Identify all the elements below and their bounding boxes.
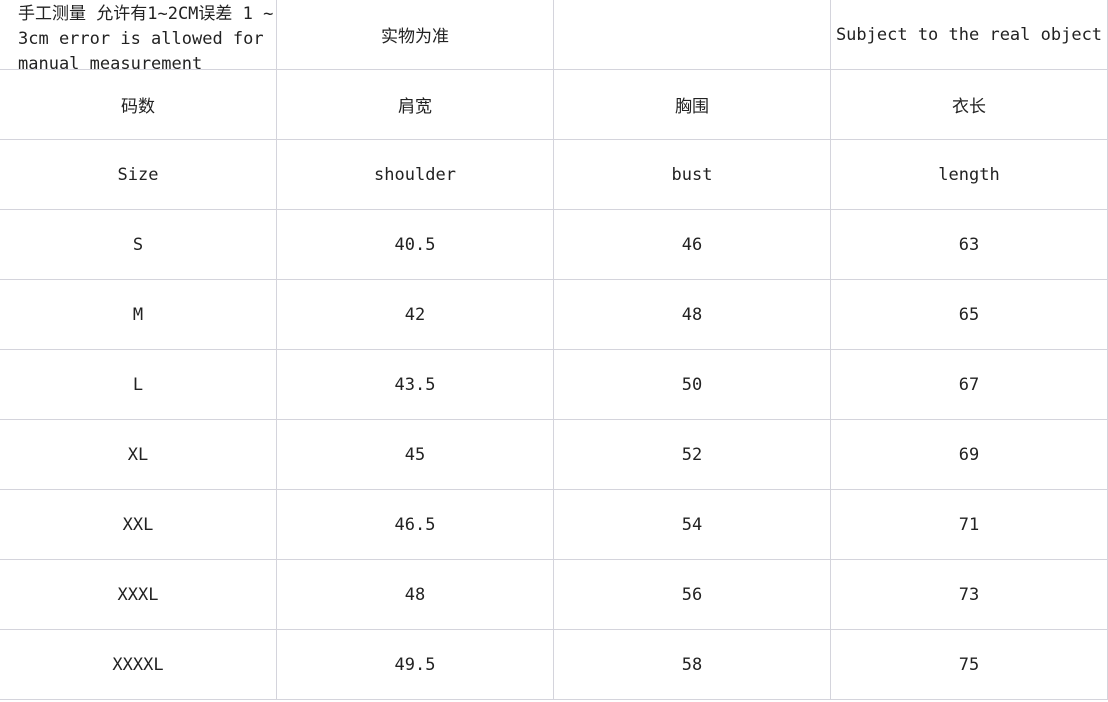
cell-text: 69 [958, 444, 980, 465]
cell-text: 43.5 [394, 374, 436, 395]
table-cell: 49.5 [277, 630, 554, 700]
cell-text: XXXXL [112, 654, 164, 675]
cell-text: 42 [404, 304, 426, 325]
table-cell: bust [554, 140, 831, 210]
cell-text: 73 [958, 584, 980, 605]
header-text: shoulder [374, 164, 456, 185]
table-cell: 63 [831, 210, 1108, 280]
table-cell: XXXXL [0, 630, 277, 700]
cell-text: 48 [404, 584, 426, 605]
cell-text: 75 [958, 654, 980, 675]
table-cell: 56 [554, 560, 831, 630]
table-cell: 54 [554, 490, 831, 560]
table-cell: Size [0, 140, 277, 210]
table-cell: S [0, 210, 277, 280]
table-cell: 肩宽 [277, 70, 554, 140]
table-cell: 40.5 [277, 210, 554, 280]
cell-text: 63 [958, 234, 980, 255]
header-text: 胸围 [675, 97, 709, 117]
table-cell [554, 0, 831, 70]
table-cell: Subject to the real object [831, 0, 1108, 70]
table-cell: length [831, 140, 1108, 210]
cell-text: 50 [681, 374, 703, 395]
table-cell: XXL [0, 490, 277, 560]
table-cell: 67 [831, 350, 1108, 420]
cell-text: M [132, 304, 144, 325]
table-cell: 46.5 [277, 490, 554, 560]
table-cell: 46 [554, 210, 831, 280]
table-cell: XXXL [0, 560, 277, 630]
table-cell: 42 [277, 280, 554, 350]
cell-text: L [132, 374, 144, 395]
table-cell: 71 [831, 490, 1108, 560]
cell-text: 71 [958, 514, 980, 535]
table-cell: 码数 [0, 70, 277, 140]
table-cell: 衣长 [831, 70, 1108, 140]
header-text: Size [117, 164, 159, 185]
table-cell: M [0, 280, 277, 350]
header-text: length [938, 164, 1000, 185]
table-cell: 50 [554, 350, 831, 420]
cell-text: 45 [404, 444, 426, 465]
cell-text: 48 [681, 304, 703, 325]
table-cell: 43.5 [277, 350, 554, 420]
cell-text: 49.5 [394, 654, 436, 675]
table-cell: 58 [554, 630, 831, 700]
cell-text: 58 [681, 654, 703, 675]
table-cell: 65 [831, 280, 1108, 350]
table-cell: 69 [831, 420, 1108, 490]
table-cell: 73 [831, 560, 1108, 630]
cell-text: XXL [122, 514, 154, 535]
cell-text: 46.5 [394, 514, 436, 535]
cell-text: 40.5 [394, 234, 436, 255]
table-cell: L [0, 350, 277, 420]
cell-text: 54 [681, 514, 703, 535]
cell-text: XL [127, 444, 149, 465]
table-cell: 手工测量 允许有1~2CM误差 1 ~ 3cm error is allowed… [0, 0, 277, 70]
table-cell: 实物为准 [277, 0, 554, 70]
cell-text: 65 [958, 304, 980, 325]
notice-text: Subject to the real object [835, 24, 1103, 45]
table-cell: 52 [554, 420, 831, 490]
table-cell: XL [0, 420, 277, 490]
header-text: 肩宽 [398, 97, 432, 117]
header-text: bust [671, 164, 713, 185]
measurement-note: 手工测量 允许有1~2CM误差 1 ~ 3cm error is allowed… [18, 4, 274, 70]
cell-text: 56 [681, 584, 703, 605]
table-cell: 48 [554, 280, 831, 350]
table-cell: 45 [277, 420, 554, 490]
table-cell: shoulder [277, 140, 554, 210]
table-cell: 48 [277, 560, 554, 630]
cell-text: 46 [681, 234, 703, 255]
table-cell: 75 [831, 630, 1108, 700]
header-text: 码数 [121, 97, 155, 117]
notice-text: 实物为准 [381, 27, 449, 47]
header-text: 衣长 [952, 97, 986, 117]
table-cell: 胸围 [554, 70, 831, 140]
cell-text: XXXL [117, 584, 159, 605]
cell-text: 52 [681, 444, 703, 465]
cell-text: 67 [958, 374, 980, 395]
cell-text: S [132, 234, 144, 255]
